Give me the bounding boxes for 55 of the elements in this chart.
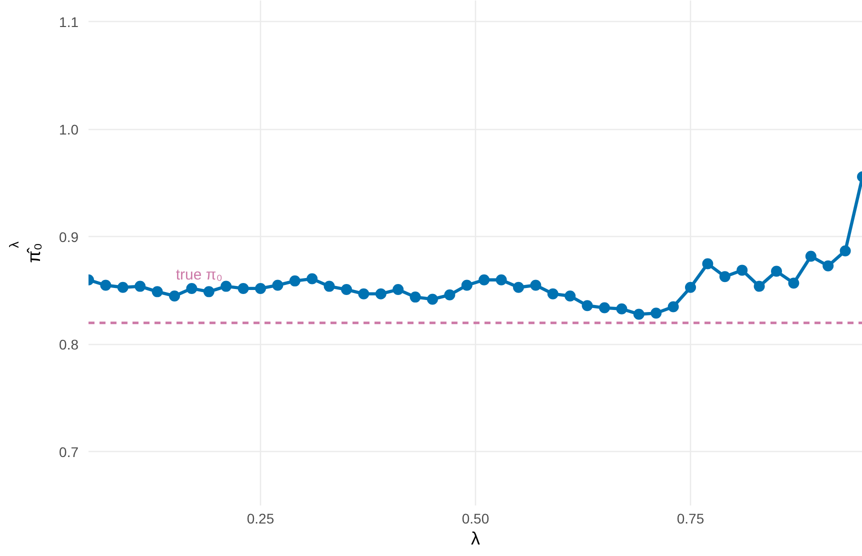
y-tick-label: 0.8 [59, 336, 79, 352]
point [461, 280, 472, 291]
x-tick-label: 0.50 [462, 510, 490, 526]
point [840, 245, 851, 256]
point [117, 282, 128, 293]
point [134, 280, 146, 292]
point [152, 286, 163, 298]
point [444, 289, 456, 300]
y-tick-label: 0.9 [59, 228, 79, 245]
point [410, 292, 421, 303]
y-tick-label: 1.0 [59, 121, 79, 138]
point [220, 280, 232, 292]
y-axis-title: π̂₀λ [6, 241, 44, 263]
ref-line-label: true π₀ [176, 266, 222, 284]
point [582, 300, 593, 312]
point [238, 282, 249, 294]
point [513, 282, 524, 293]
point [375, 288, 386, 300]
point [427, 294, 438, 305]
point [186, 282, 198, 294]
x-tick-label: 0.25 [246, 510, 274, 526]
point [169, 290, 180, 302]
x-axis-title: λ [471, 528, 480, 548]
point [478, 274, 490, 286]
point [633, 308, 644, 320]
point [272, 280, 284, 291]
point [289, 275, 300, 286]
point [702, 258, 714, 270]
point [719, 271, 730, 282]
point [599, 302, 610, 314]
point [392, 284, 404, 296]
point [100, 280, 112, 291]
point [306, 273, 318, 284]
point [736, 264, 748, 276]
point [530, 280, 542, 291]
y-tick-label: 0.7 [59, 444, 79, 460]
point [255, 282, 266, 294]
point [771, 266, 782, 277]
point [788, 278, 800, 289]
point [324, 280, 335, 292]
point [496, 274, 507, 286]
point [805, 250, 816, 262]
point [616, 303, 628, 314]
point [564, 290, 576, 302]
point [203, 286, 214, 298]
point [547, 288, 558, 300]
point [668, 301, 679, 312]
x-tick-label: 0.75 [676, 510, 704, 526]
point [341, 284, 352, 296]
point [650, 308, 662, 319]
point [685, 282, 696, 293]
y-tick-label: 1.1 [59, 14, 79, 30]
point [358, 288, 370, 300]
point [754, 280, 765, 292]
point [822, 260, 834, 272]
